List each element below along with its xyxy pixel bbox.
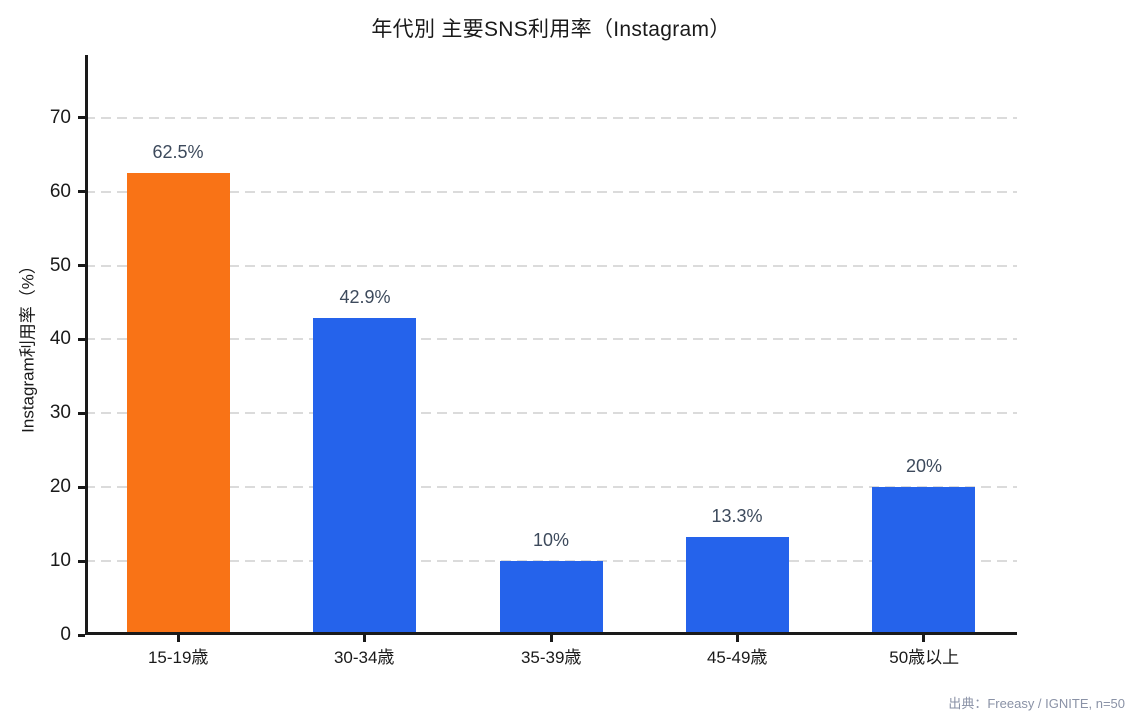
y-tick-mark (78, 190, 85, 194)
y-tick-mark (78, 337, 85, 341)
x-tick-mark (363, 635, 367, 642)
x-tick-label: 50歳以上 (889, 648, 960, 667)
y-axis-line (85, 55, 88, 635)
x-tick-label: 45-49歳 (706, 648, 768, 667)
gridline-y70 (85, 116, 1017, 119)
y-tick-label: 70 (49, 106, 71, 128)
gridline-y30 (85, 412, 1017, 415)
y-tick-label: 0 (60, 624, 71, 645)
x-tick-mark (735, 635, 739, 642)
chart-title: 年代別 主要SNS利用率（Instagram） (371, 18, 731, 41)
x-tick-mark (549, 635, 553, 642)
gridline-y60 (85, 190, 1017, 193)
gridline-y50 (85, 264, 1017, 267)
y-tick-label: 60 (49, 180, 71, 202)
y-tick-mark (78, 264, 85, 268)
y-tick-label: 50 (49, 254, 71, 276)
source-note: 出典：Freeasy / IGNITE, n=50 (948, 696, 1125, 711)
y-tick-mark (78, 485, 85, 489)
gridline-y40 (85, 338, 1017, 341)
x-tick-label: 15-19歳 (147, 648, 209, 667)
gridline-y20 (85, 486, 1017, 489)
y-tick-mark (78, 559, 85, 563)
x-axis-line (85, 632, 1017, 635)
x-tick-label: 35-39歳 (520, 648, 582, 667)
y-tick-mark (78, 411, 85, 415)
bar-30-34歳 (313, 318, 416, 635)
bar-value-label: 10% (532, 530, 570, 551)
plot-area: 0 10 20 30 40 50 60 70 62.5% 15-19歳 42.9% 30-34歳 10%… (50, 55, 1017, 667)
y-tick-label: 40 (49, 328, 71, 350)
bar-45-49歳 (686, 536, 789, 635)
bar-50歳以上 (872, 487, 975, 635)
y-tick-label: 30 (49, 402, 71, 424)
bar-value-label: 42.9% (339, 287, 391, 308)
y-tick-label: 10 (49, 550, 71, 572)
bar-value-label: 20% (905, 456, 943, 477)
y-tick-label: 20 (49, 476, 71, 498)
x-tick-label: 30-34歳 (333, 648, 395, 667)
x-tick-mark (922, 635, 926, 642)
x-tick-mark (176, 635, 180, 642)
bar-35-39歳 (500, 561, 603, 635)
bar-value-label: 62.5% (152, 142, 204, 163)
y-tick-mark (78, 116, 85, 120)
bar-15-19歳 (127, 173, 230, 635)
bar-value-label: 13.3% (711, 505, 763, 526)
y-tick-mark (78, 633, 85, 637)
